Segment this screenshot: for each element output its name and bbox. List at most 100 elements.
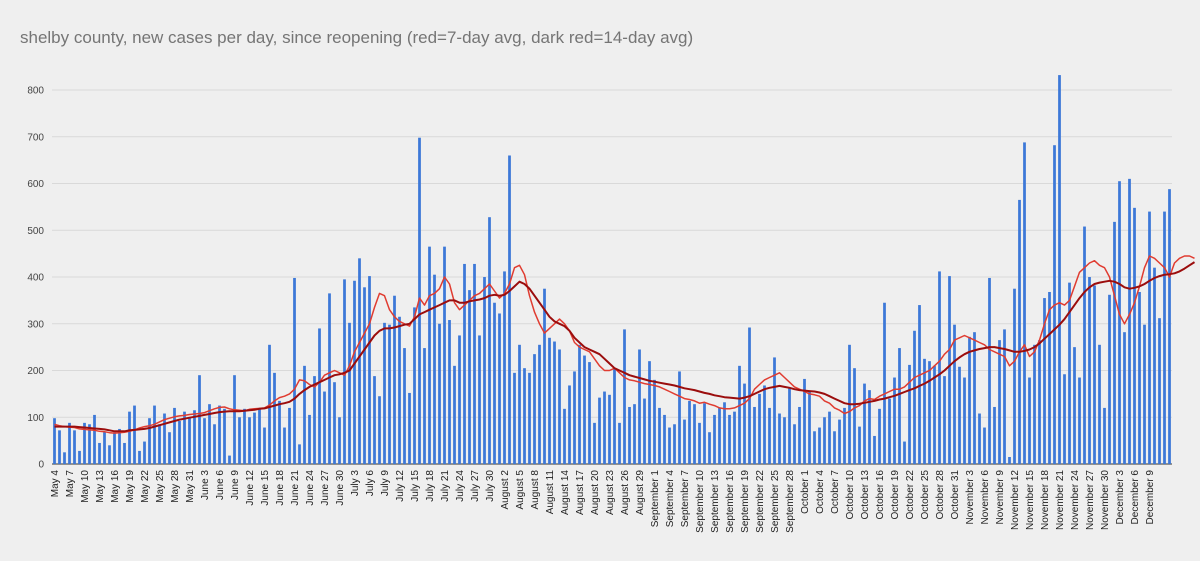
bar [168, 432, 171, 464]
bar [788, 388, 791, 464]
bar [868, 390, 871, 464]
bar [303, 365, 306, 464]
x-tick-label: November 15 [1025, 470, 1036, 530]
bar [758, 393, 761, 464]
bar [173, 407, 176, 464]
bar [298, 444, 301, 464]
bar [123, 442, 126, 464]
bar [618, 422, 621, 464]
bar [278, 400, 281, 464]
bar [1118, 181, 1121, 464]
bar [1028, 377, 1031, 464]
bar [288, 407, 291, 464]
x-tick-label: July 3 [350, 470, 361, 497]
bar [808, 391, 811, 464]
bar [718, 407, 721, 464]
x-tick-label: October 16 [875, 470, 886, 520]
bar [248, 417, 251, 464]
bar [953, 324, 956, 464]
x-tick-label: June 9 [230, 470, 241, 500]
bar [108, 445, 111, 464]
x-tick-label: October 19 [890, 470, 901, 520]
x-tick-label: July 6 [365, 470, 376, 497]
x-tick-label: October 25 [920, 470, 931, 520]
bar [978, 413, 981, 464]
bar [893, 377, 896, 464]
bar [823, 417, 826, 464]
x-tick-label: August 11 [545, 470, 556, 515]
bar [563, 408, 566, 464]
x-tick-label: May 22 [140, 470, 151, 503]
bar [1133, 207, 1136, 464]
x-tick-label: July 30 [485, 470, 496, 502]
x-tick-label: November 18 [1040, 470, 1051, 530]
bar [658, 407, 661, 464]
x-tick-label: October 4 [815, 470, 826, 514]
bar [103, 432, 106, 464]
bar [368, 276, 371, 464]
bar [1138, 291, 1141, 464]
x-tick-label: June 6 [215, 470, 226, 500]
bar [1163, 211, 1166, 464]
bar [858, 426, 861, 464]
bar [853, 368, 856, 464]
bar [328, 293, 331, 464]
x-tick-label: June 15 [260, 470, 271, 506]
y-tick-label: 600 [27, 179, 44, 190]
bar [963, 377, 966, 464]
bar [578, 344, 581, 464]
x-tick-label: October 7 [830, 470, 841, 514]
bar [263, 427, 266, 464]
x-tick-label: September 16 [725, 470, 736, 533]
bar [233, 375, 236, 464]
x-tick-label: May 28 [170, 470, 181, 503]
bar [1013, 288, 1016, 464]
bar [568, 385, 571, 464]
bar [88, 424, 91, 464]
x-tick-label: October 22 [905, 470, 916, 520]
bar [733, 411, 736, 464]
bar [338, 417, 341, 464]
x-tick-label: November 9 [995, 470, 1006, 525]
x-tick-label: July 21 [440, 470, 451, 502]
bar [613, 368, 616, 464]
bar [243, 408, 246, 464]
bar [453, 365, 456, 464]
bar [98, 442, 101, 464]
bar [1093, 285, 1096, 464]
bar [1058, 75, 1061, 464]
bar [908, 364, 911, 464]
bar [193, 410, 196, 464]
bar [673, 424, 676, 464]
x-tick-label: June 24 [305, 470, 316, 506]
x-tick-label: July 12 [395, 470, 406, 502]
y-tick-label: 0 [38, 460, 44, 471]
bar [1083, 226, 1086, 464]
bar [283, 427, 286, 464]
x-tick-label: November 21 [1055, 470, 1066, 530]
bar [253, 412, 256, 464]
bar [783, 417, 786, 464]
bar [813, 431, 816, 464]
bar [548, 337, 551, 464]
x-tick-label: May 16 [110, 470, 121, 503]
bar [118, 428, 121, 464]
y-tick-label: 400 [27, 273, 44, 284]
bar [133, 405, 136, 464]
bar [543, 288, 546, 464]
y-tick-label: 500 [27, 226, 44, 237]
bar [648, 361, 651, 464]
series-line-14-day-avg [54, 261, 1196, 433]
x-tick-label: September 4 [665, 470, 676, 528]
bar [423, 348, 426, 464]
bar [343, 279, 346, 464]
bar [583, 355, 586, 464]
bar [753, 406, 756, 464]
bar [373, 376, 376, 464]
x-tick-label: July 24 [455, 470, 466, 502]
bar [478, 335, 481, 464]
bar [493, 302, 496, 464]
bar [1143, 324, 1146, 464]
bar [528, 372, 531, 464]
bar [843, 407, 846, 464]
